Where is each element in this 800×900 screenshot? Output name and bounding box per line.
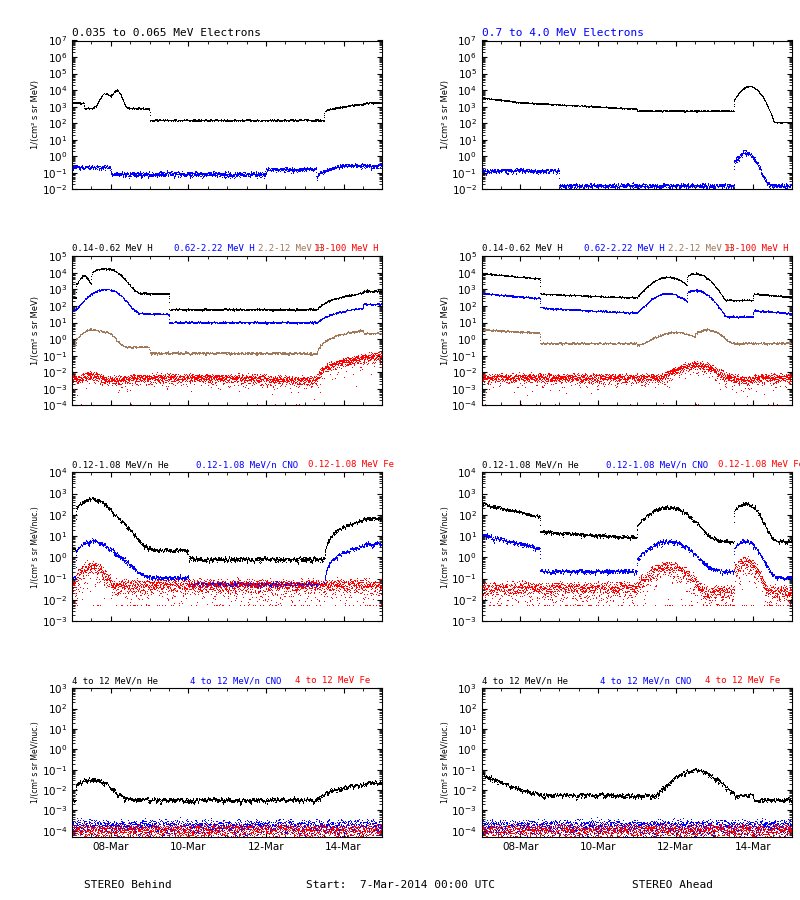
Y-axis label: 1/(cm² s sr MeV/nuc.): 1/(cm² s sr MeV/nuc.) [441, 722, 450, 804]
Text: 4 to 12 MeV/n He: 4 to 12 MeV/n He [482, 676, 568, 685]
Text: 0.14-0.62 MeV H: 0.14-0.62 MeV H [72, 245, 153, 254]
Text: STEREO Ahead: STEREO Ahead [631, 880, 713, 890]
Text: 0.14-0.62 MeV H: 0.14-0.62 MeV H [482, 245, 562, 254]
Y-axis label: 1/(cm² s sr MeV/nuc.): 1/(cm² s sr MeV/nuc.) [31, 722, 40, 804]
Y-axis label: 1/(cm² s sr MeV): 1/(cm² s sr MeV) [441, 80, 450, 149]
Text: 0.12-1.08 MeV Fe: 0.12-1.08 MeV Fe [308, 460, 394, 469]
Y-axis label: 1/(cm² s sr MeV/nuc.): 1/(cm² s sr MeV/nuc.) [31, 506, 40, 588]
Text: 2.2-12 MeV H: 2.2-12 MeV H [258, 245, 322, 254]
Y-axis label: 1/(cm² s sr MeV): 1/(cm² s sr MeV) [31, 80, 40, 149]
Text: 4 to 12 MeV/n CNO: 4 to 12 MeV/n CNO [190, 676, 282, 685]
Text: 4 to 12 MeV Fe: 4 to 12 MeV Fe [295, 676, 370, 685]
Text: 0.7 to 4.0 MeV Electrons: 0.7 to 4.0 MeV Electrons [482, 28, 644, 38]
Text: 0.12-1.08 MeV/n He: 0.12-1.08 MeV/n He [482, 460, 578, 469]
Text: 2.2-12 MeV H: 2.2-12 MeV H [668, 245, 732, 254]
Text: 4 to 12 MeV/n He: 4 to 12 MeV/n He [72, 676, 158, 685]
Text: 0.62-2.22 MeV H: 0.62-2.22 MeV H [584, 245, 665, 254]
Text: 4 to 12 MeV Fe: 4 to 12 MeV Fe [705, 676, 780, 685]
Text: 0.035 to 0.065 MeV Electrons: 0.035 to 0.065 MeV Electrons [72, 28, 261, 38]
Text: STEREO Behind: STEREO Behind [84, 880, 172, 890]
Text: 13-100 MeV H: 13-100 MeV H [724, 245, 788, 254]
Text: 4 to 12 MeV/n CNO: 4 to 12 MeV/n CNO [599, 676, 691, 685]
Text: 0.12-1.08 MeV Fe: 0.12-1.08 MeV Fe [718, 460, 800, 469]
Text: 0.12-1.08 MeV/n CNO: 0.12-1.08 MeV/n CNO [606, 460, 708, 469]
Text: 13-100 MeV H: 13-100 MeV H [314, 245, 378, 254]
Text: 0.12-1.08 MeV/n CNO: 0.12-1.08 MeV/n CNO [196, 460, 298, 469]
Y-axis label: 1/(cm² s sr MeV/nuc.): 1/(cm² s sr MeV/nuc.) [441, 506, 450, 588]
Text: 0.12-1.08 MeV/n He: 0.12-1.08 MeV/n He [72, 460, 169, 469]
Text: Start:  7-Mar-2014 00:00 UTC: Start: 7-Mar-2014 00:00 UTC [306, 880, 494, 890]
Y-axis label: 1/(cm² s sr MeV): 1/(cm² s sr MeV) [441, 296, 450, 365]
Y-axis label: 1/(cm² s sr MeV): 1/(cm² s sr MeV) [31, 296, 40, 365]
Text: 0.62-2.22 MeV H: 0.62-2.22 MeV H [174, 245, 255, 254]
